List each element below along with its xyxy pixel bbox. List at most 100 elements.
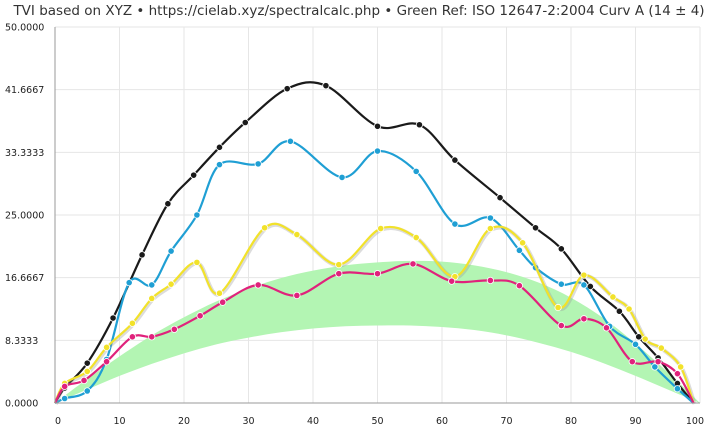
data-point [128, 333, 136, 341]
data-point [673, 370, 682, 378]
x-tick-label: 10 [113, 416, 125, 427]
data-point [654, 358, 662, 366]
chart-title: TVI based on XYZ • https://cielab.xyz/sp… [13, 3, 705, 19]
data-point [128, 319, 136, 327]
data-point [286, 137, 295, 145]
series-layer [53, 81, 697, 405]
data-point [531, 224, 540, 232]
data-point [373, 122, 382, 130]
data-point [335, 261, 343, 269]
y-tick-label: 41.6667 [5, 85, 44, 96]
data-point [219, 298, 227, 306]
data-point [448, 277, 456, 285]
data-point [628, 358, 636, 366]
x-tick-label: 30 [242, 416, 254, 427]
x-tick-label: 40 [307, 416, 319, 427]
data-point [677, 363, 685, 371]
data-point [215, 289, 224, 297]
data-point [167, 280, 175, 288]
data-point [641, 335, 649, 343]
data-point [164, 200, 172, 208]
y-tick-label: 50.0000 [5, 23, 44, 34]
data-point [148, 333, 156, 341]
x-tick-label: 50 [371, 416, 383, 427]
data-point [293, 291, 301, 300]
data-point [412, 233, 420, 242]
data-point [625, 305, 633, 313]
data-point [138, 251, 146, 259]
data-point [109, 314, 117, 322]
data-point [486, 276, 494, 285]
data-point [557, 280, 565, 288]
data-point [170, 325, 178, 333]
data-point [148, 281, 156, 289]
y-tick-label: 33.3333 [5, 148, 44, 159]
data-point [373, 147, 382, 155]
data-point [103, 343, 111, 351]
data-point [580, 315, 588, 323]
y-tick-label: 0.0000 [5, 399, 38, 410]
data-point [61, 382, 69, 391]
data-point [415, 121, 424, 129]
x-tick-label: 80 [565, 416, 577, 427]
data-point [215, 143, 224, 151]
data-point [103, 358, 111, 366]
data-point [190, 171, 198, 179]
data-point [580, 281, 588, 289]
data-point [338, 173, 346, 181]
data-point [412, 167, 420, 175]
data-point [215, 161, 224, 169]
data-point [283, 85, 291, 93]
data-point [557, 321, 565, 330]
x-tick-label: 0 [55, 416, 61, 427]
data-point [193, 258, 201, 266]
data-point [61, 394, 69, 403]
x-tick-label: 20 [178, 416, 190, 427]
data-point [83, 367, 91, 376]
y-tick-label: 25.0000 [5, 211, 44, 222]
series-3 [53, 222, 697, 405]
data-point [609, 293, 617, 301]
x-tick-label: 70 [500, 416, 512, 427]
data-point [486, 214, 494, 222]
data-point [196, 312, 204, 320]
y-tick-label: 16.6667 [5, 273, 44, 284]
axes [54, 27, 700, 404]
data-point [148, 294, 156, 303]
data-point [657, 344, 665, 352]
data-point [554, 303, 562, 312]
data-point [451, 156, 459, 164]
data-point [515, 246, 524, 254]
data-point [167, 247, 175, 255]
data-point [83, 359, 91, 367]
data-point [193, 211, 201, 219]
data-point [261, 224, 269, 232]
data-point [673, 385, 682, 393]
data-point [322, 82, 330, 90]
data-point [631, 340, 640, 348]
data-point [409, 260, 417, 268]
data-point [377, 224, 385, 233]
data-point [635, 333, 643, 341]
reference-band [55, 260, 700, 403]
data-point [557, 245, 565, 253]
series-4 [54, 260, 695, 404]
reference-band-layer [55, 260, 700, 403]
data-point [293, 230, 301, 239]
x-tick-label: 100 [686, 416, 704, 427]
tick-labels: 0.0000 8.3333 16.6667 25.0000 33.3333 41.6667… [5, 23, 704, 428]
data-point [254, 281, 262, 289]
data-point [335, 270, 343, 278]
data-point [373, 270, 382, 278]
data-point [80, 376, 88, 385]
data-point [451, 220, 459, 228]
data-point [241, 118, 249, 127]
data-point [580, 271, 588, 279]
data-point [254, 160, 262, 168]
data-point [515, 282, 524, 290]
data-point [615, 307, 623, 315]
data-point [651, 363, 659, 371]
data-point [125, 279, 133, 287]
x-tick-label: 90 [629, 416, 641, 427]
